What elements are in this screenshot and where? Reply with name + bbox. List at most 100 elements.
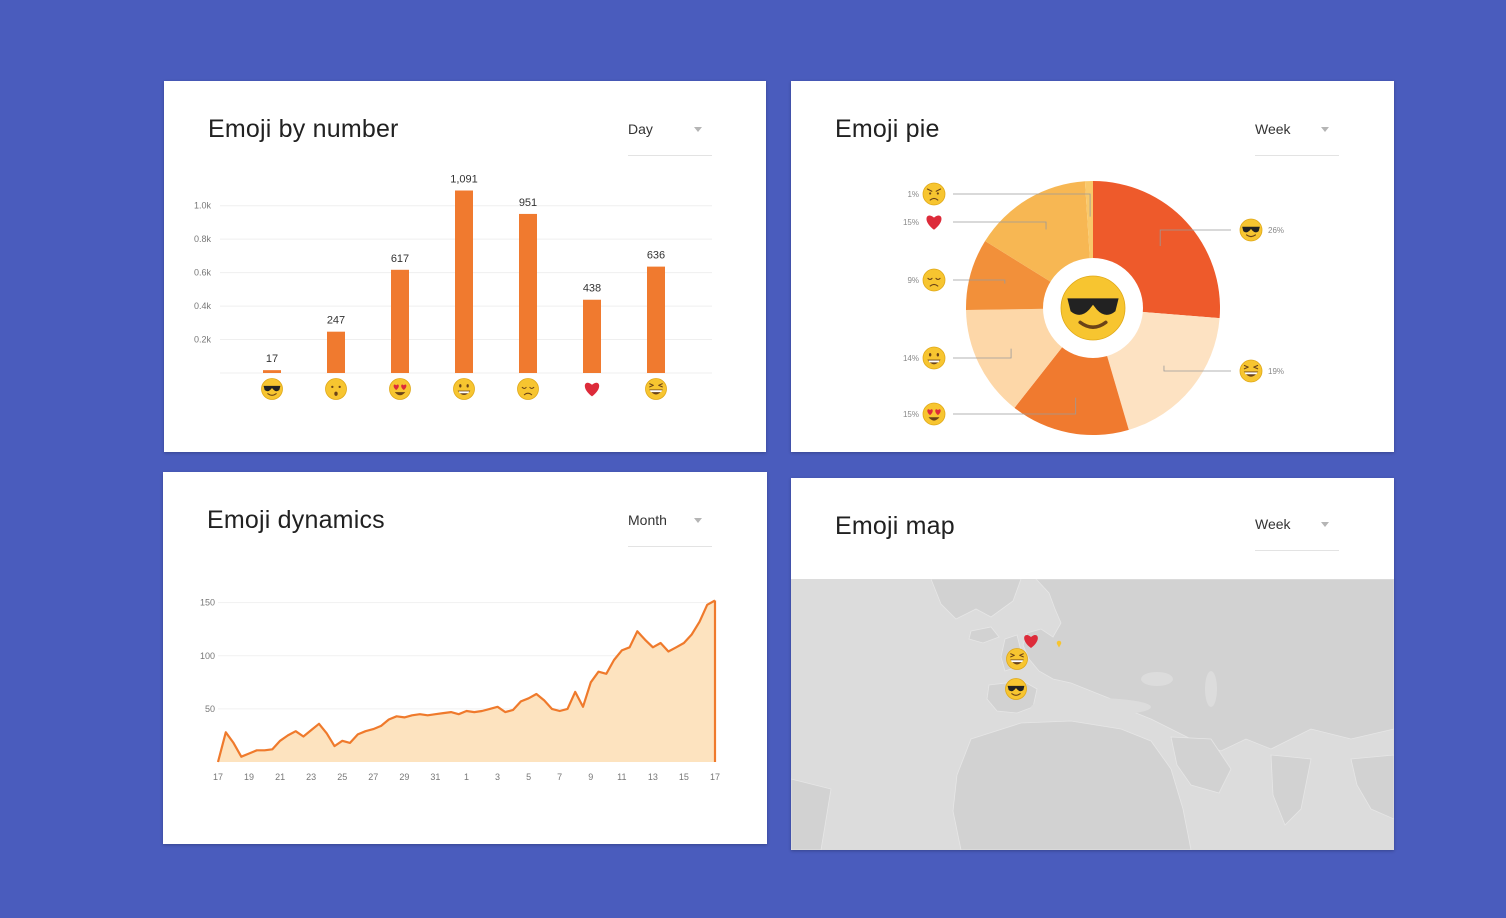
map-marker-red-heart[interactable]: [1024, 635, 1038, 648]
map-period-value: Week: [1255, 516, 1291, 532]
pie-percent-label: 1%: [907, 190, 919, 199]
bar-value-label: 247: [327, 315, 345, 327]
bar-period-value: Day: [628, 121, 653, 137]
pie-leader-line: [953, 348, 1012, 359]
map-sea: [1141, 672, 1173, 686]
world-map[interactable]: [791, 579, 1394, 850]
chevron-down-icon: [694, 127, 702, 132]
map-landmass: [952, 720, 1192, 850]
area-xtick-label: 21: [275, 772, 285, 782]
area-xtick-label: 25: [337, 772, 347, 782]
pie-percent-label: 9%: [907, 276, 919, 285]
disappointed-face-icon: [517, 378, 539, 400]
pie-leader-line: [1163, 365, 1231, 372]
pie-leader-line: [953, 397, 1077, 415]
laughing-face-icon: [1239, 359, 1263, 383]
bar-period-dropdown[interactable]: Day: [628, 119, 712, 156]
area-xtick-label: 17: [710, 772, 720, 782]
pie-percent-label: 19%: [1268, 367, 1284, 376]
sunglasses-face-icon: [1060, 275, 1126, 341]
area-xtick-label: 7: [557, 772, 562, 782]
bar[interactable]: [455, 190, 473, 373]
area-fill: [218, 600, 715, 762]
bar-chart-title: Emoji by number: [208, 115, 399, 143]
bar-ytick-label: 0.6k: [194, 268, 212, 278]
bar-value-label: 1,091: [450, 174, 478, 186]
area-xtick-label: 17: [213, 772, 223, 782]
bar-chart: 0.2k 0.4k 0.6k 0.8k 1.0k 17 247 617 1,091 951 438 6…: [194, 174, 712, 400]
heart-eyes-face-icon: [389, 378, 411, 400]
bar-value-label: 636: [647, 250, 665, 262]
area-ytick-label: 50: [205, 704, 215, 714]
map-sea: [1205, 671, 1217, 707]
map-marker-sunglasses-face[interactable]: [1005, 678, 1027, 700]
map-landmass: [1270, 754, 1312, 826]
map-marker-laughing-face[interactable]: [1006, 648, 1028, 670]
pie-period-value: Week: [1255, 121, 1291, 137]
disappointed-face-icon: [922, 268, 946, 292]
area-xtick-label: 15: [679, 772, 689, 782]
chevron-down-icon: [1321, 127, 1329, 132]
grinning-face-icon: [922, 346, 946, 370]
pie-percent-label: 14%: [903, 354, 919, 363]
pie-chart-title: Emoji pie: [835, 115, 940, 143]
bar[interactable]: [583, 299, 601, 373]
angry-face-icon: [922, 182, 946, 206]
heart-eyes-face-icon: [922, 402, 946, 426]
pie-percent-label: 15%: [903, 218, 919, 227]
pie-leader-line: [953, 221, 1047, 230]
bar[interactable]: [263, 370, 281, 373]
map-title: Emoji map: [835, 512, 955, 540]
area-xtick-label: 5: [526, 772, 531, 782]
area-xtick-label: 1: [464, 772, 469, 782]
area-xtick-label: 11: [617, 772, 626, 782]
map-period-dropdown[interactable]: Week: [1255, 514, 1339, 551]
bar-chart-card: Emoji by number Day 0.2k 0.4k 0.6k 0.8k 1.0k…: [164, 81, 766, 452]
pie-percent-label: 15%: [903, 410, 919, 419]
chevron-down-icon: [1321, 522, 1329, 527]
bar-ytick-label: 0.4k: [194, 301, 212, 311]
map-marker-yellow-pin[interactable]: [1056, 640, 1062, 648]
pie-leader-line: [953, 279, 1006, 284]
worried-face-icon: [325, 378, 347, 400]
line-chart-card: Emoji dynamics Month 50 100 150 17 19 21 23 25 2…: [163, 472, 767, 844]
area-xtick-label: 9: [588, 772, 593, 782]
area-xtick-label: 13: [648, 772, 658, 782]
map-landmass: [791, 778, 832, 850]
map-card: Emoji map Week: [791, 478, 1394, 850]
bar[interactable]: [647, 266, 665, 373]
line-period-value: Month: [628, 512, 667, 528]
map-sea: [1031, 698, 1151, 716]
area-xtick-label: 23: [306, 772, 316, 782]
area-line: [216, 599, 716, 763]
area-xtick-label: 29: [399, 772, 409, 782]
bar-value-label: 438: [583, 283, 601, 295]
line-chart-title: Emoji dynamics: [207, 506, 385, 534]
bar[interactable]: [391, 269, 409, 373]
bar-ytick-label: 1.0k: [194, 201, 212, 211]
pie-chart-card: Emoji pie Week 26% 19% 15% 14% 9% 15% 1%: [791, 81, 1394, 452]
pie-leader-line: [1159, 229, 1231, 246]
pie-percent-label: 26%: [1268, 226, 1284, 235]
bar-ytick-label: 0.2k: [194, 335, 212, 345]
red-heart-icon: [926, 215, 942, 230]
map-landmass: [968, 626, 1000, 644]
pie-period-dropdown[interactable]: Week: [1255, 119, 1339, 156]
bar-ytick-label: 0.8k: [194, 234, 212, 244]
sunglasses-face-icon: [261, 378, 283, 400]
bar[interactable]: [327, 331, 345, 373]
area-ytick-label: 150: [200, 598, 215, 608]
area-ytick-label: 100: [200, 651, 215, 661]
pie-chart: 26% 19% 15% 14% 9% 15% 1%: [903, 181, 1284, 435]
bar[interactable]: [519, 213, 537, 373]
grinning-face-icon: [453, 378, 475, 400]
area-xtick-label: 19: [244, 772, 254, 782]
map-landmass: [1170, 736, 1232, 794]
map-canvas[interactable]: [791, 579, 1394, 850]
laughing-face-icon: [645, 378, 667, 400]
bar-value-label: 17: [266, 353, 278, 365]
area-xtick-label: 31: [430, 772, 440, 782]
line-period-dropdown[interactable]: Month: [628, 510, 712, 547]
bar-value-label: 951: [519, 197, 537, 209]
